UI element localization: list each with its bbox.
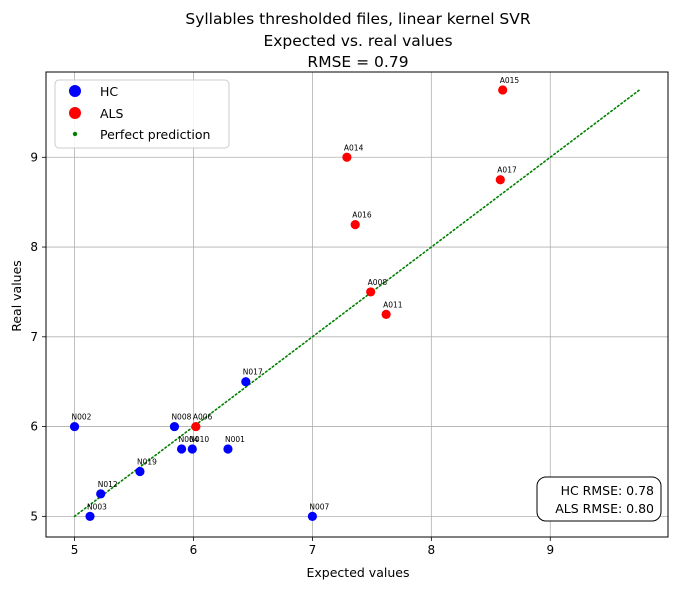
hc-point (69, 421, 80, 432)
hc-point-label: N002 (72, 413, 92, 422)
x-tick-label: 9 (546, 543, 554, 557)
chart-title-line-1: Syllables thresholded files, linear kern… (185, 10, 531, 28)
als-point (366, 287, 376, 297)
perfect-prediction-line (73, 89, 641, 518)
legend-als-marker (69, 107, 81, 119)
y-tick-label: 6 (30, 420, 38, 434)
hc-point (135, 466, 145, 477)
als-rmse-text: ALS RMSE: 0.80 (555, 501, 654, 516)
hc-point (187, 444, 197, 454)
als-point-label: A006 (193, 413, 213, 422)
als-point (342, 152, 352, 162)
x-tick-label: 6 (190, 543, 198, 557)
hc-point-label: N010 (189, 435, 209, 444)
legend-als-label: ALS (100, 106, 124, 121)
axis-ticks: 5 6 7 8 9 5 6 7 8 9 (30, 150, 554, 557)
legend: HC ALS Perfect prediction (54, 79, 230, 149)
hc-point-label: N019 (137, 457, 157, 466)
hc-point (96, 489, 106, 499)
als-point-label: A015 (500, 76, 520, 85)
legend-perfect-label: Perfect prediction (100, 127, 210, 142)
als-point-label: A016 (352, 211, 372, 220)
hc-rmse-text: HC RMSE: 0.78 (561, 483, 654, 498)
als-point (350, 220, 360, 230)
hc-point-label: N008 (171, 413, 191, 422)
y-tick-label: 9 (30, 150, 38, 164)
hc-point-label: N017 (243, 368, 263, 377)
hc-point (307, 511, 318, 521)
als-point-label: A014 (344, 143, 364, 152)
hc-point (241, 377, 251, 387)
hc-point-label: N001 (225, 435, 245, 444)
y-tick-label: 7 (30, 330, 38, 344)
chart-title-line-3: RMSE = 0.79 (307, 53, 408, 71)
hc-point-label: N004 (179, 435, 199, 444)
perfect-prediction-series (73, 89, 641, 518)
hc-point (169, 421, 180, 432)
x-tick-label: 8 (428, 543, 436, 557)
x-tick-label: 7 (309, 543, 317, 557)
legend-hc-label: HC (100, 84, 118, 99)
hc-point (85, 511, 95, 521)
hc-point (223, 444, 233, 454)
y-tick-label: 5 (30, 509, 38, 523)
als-point (381, 309, 391, 319)
hc-point-label: N007 (309, 502, 329, 511)
als-point-label: A017 (497, 166, 517, 175)
rmse-annotation: HC RMSE: 0.78 ALS RMSE: 0.80 (536, 476, 662, 522)
rmse-box (536, 476, 662, 522)
chart-title: Syllables thresholded files, linear kern… (185, 10, 531, 71)
als-point-label: A008 (368, 278, 388, 287)
als-point (495, 175, 505, 185)
x-tick-label: 5 (71, 543, 79, 557)
legend-frame (54, 79, 230, 149)
hc-point-label: N003 (87, 502, 107, 511)
plot-frame (45, 71, 669, 538)
legend-hc-marker (69, 85, 81, 97)
y-tick-label: 8 (30, 240, 38, 254)
hc-point (176, 444, 187, 454)
data-points (69, 85, 508, 521)
als-point (498, 85, 508, 95)
x-axis-label: Expected values (307, 565, 410, 580)
als-point-label: A011 (383, 300, 403, 309)
y-axis-label: Real values (9, 260, 24, 332)
als-point (191, 421, 201, 432)
chart-title-line-2: Expected vs. real values (263, 32, 452, 50)
legend-perfect-marker (72, 131, 78, 137)
hc-point-label: N012 (98, 480, 118, 489)
